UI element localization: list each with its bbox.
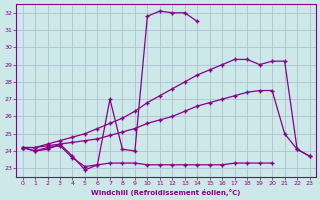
X-axis label: Windchill (Refroidissement éolien,°C): Windchill (Refroidissement éolien,°C) <box>92 189 241 196</box>
